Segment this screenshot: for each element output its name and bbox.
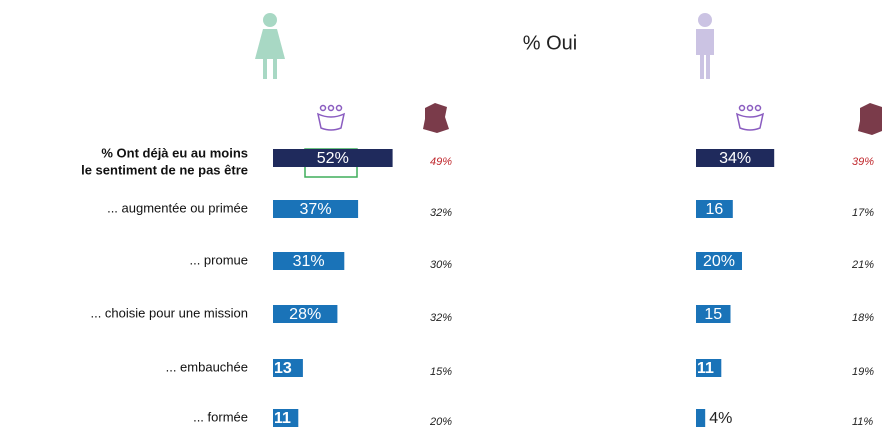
value-label: 4%	[709, 410, 732, 427]
bar	[696, 200, 733, 218]
value-label: 13	[274, 360, 292, 377]
category-label: ... embauchée	[166, 359, 248, 374]
reference-label: 39%	[852, 156, 874, 168]
value-label: 34%	[719, 150, 751, 167]
value-label: 11	[274, 410, 291, 427]
value-label: 15	[704, 306, 722, 323]
bar	[273, 359, 303, 377]
category-label: % Ont déjà eu au moins	[101, 145, 248, 160]
category-label: ... formée	[193, 409, 248, 424]
category-label: le sentiment de ne pas être	[81, 162, 248, 177]
reference-label: 20%	[429, 416, 452, 428]
category-label: ... choisie pour une mission	[90, 305, 248, 320]
bar	[696, 409, 706, 427]
reference-label: 21%	[851, 259, 874, 271]
bar	[696, 305, 731, 323]
group-icon	[316, 104, 346, 131]
bar	[273, 149, 393, 167]
reference-label: 30%	[430, 259, 452, 271]
chart-title: % Oui	[523, 32, 577, 54]
group-icon	[735, 104, 765, 131]
category-label: ... augmentée ou primée	[107, 200, 248, 215]
reference-label: 49%	[430, 156, 452, 168]
reference-label: 15%	[430, 366, 452, 378]
value-label: 20%	[703, 253, 735, 270]
woman-icon	[255, 13, 285, 79]
reference-label: 32%	[430, 312, 452, 324]
value-label: 16	[706, 201, 724, 218]
value-label: 37%	[300, 201, 332, 218]
bar	[273, 200, 359, 218]
bar	[273, 409, 299, 427]
value-label: 52%	[317, 150, 349, 167]
france-icon	[858, 103, 882, 135]
bar	[696, 359, 722, 377]
bar	[696, 149, 775, 167]
bar	[273, 305, 338, 323]
reference-label: 11%	[852, 416, 873, 428]
value-label: 31%	[293, 253, 325, 270]
value-label: 28%	[289, 306, 321, 323]
man-icon	[696, 13, 714, 79]
bar	[273, 252, 345, 270]
reference-label: 32%	[430, 207, 452, 219]
bar	[696, 252, 742, 270]
france-icon	[423, 103, 449, 133]
value-label: 11	[697, 360, 714, 377]
reference-label: 19%	[852, 366, 874, 378]
category-label: ... promue	[189, 252, 248, 267]
reference-label: 18%	[852, 312, 874, 324]
reference-label: 17%	[852, 207, 874, 219]
